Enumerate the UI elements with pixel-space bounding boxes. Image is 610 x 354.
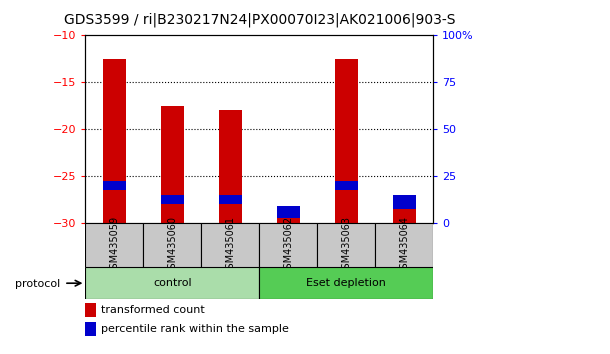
Bar [334, 181, 357, 190]
Text: GSM435061: GSM435061 [225, 216, 235, 275]
Bar [143, 223, 201, 267]
Bar [317, 223, 375, 267]
Bar [276, 206, 300, 218]
Text: transformed count: transformed count [101, 305, 205, 315]
Bar [160, 106, 184, 223]
Bar [276, 218, 300, 223]
Text: GSM435059: GSM435059 [109, 216, 120, 275]
Bar [102, 59, 126, 223]
Text: protocol: protocol [15, 279, 60, 289]
Bar [375, 223, 433, 267]
Bar [85, 223, 143, 267]
Text: GSM435063: GSM435063 [341, 216, 351, 275]
Text: GDS3599 / ri|B230217N24|PX00070I23|AK021006|903-S: GDS3599 / ri|B230217N24|PX00070I23|AK021… [63, 12, 455, 27]
Bar [334, 59, 357, 223]
Bar [85, 267, 259, 299]
Bar [392, 195, 415, 209]
Bar [218, 110, 242, 223]
Bar [392, 195, 415, 223]
Bar [259, 223, 317, 267]
Bar [102, 181, 126, 190]
Bar [259, 267, 433, 299]
Text: GSM435060: GSM435060 [167, 216, 178, 275]
Text: GSM435062: GSM435062 [283, 216, 293, 275]
Bar [201, 223, 259, 267]
Text: Eset depletion: Eset depletion [306, 278, 386, 288]
Text: percentile rank within the sample: percentile rank within the sample [101, 324, 289, 334]
Text: control: control [153, 278, 192, 288]
Text: GSM435064: GSM435064 [399, 216, 409, 275]
Bar [218, 195, 242, 204]
Bar [160, 195, 184, 204]
